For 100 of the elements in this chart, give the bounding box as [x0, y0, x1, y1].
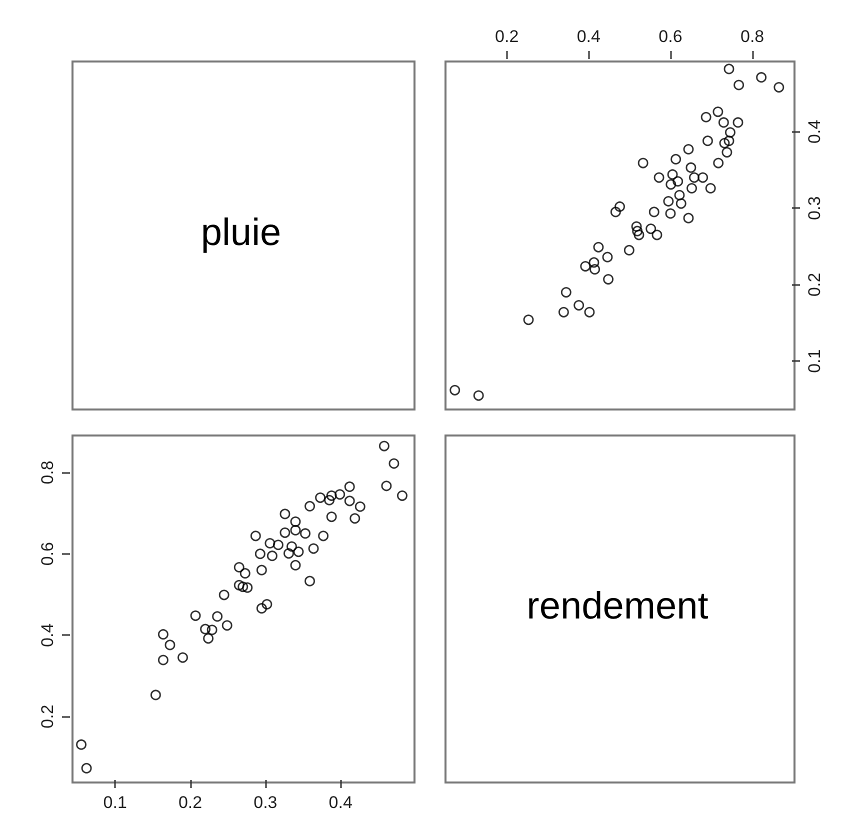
x-tick-label: 0.3 [254, 793, 278, 812]
y-tick-label: 0.2 [805, 272, 824, 296]
point [670, 154, 682, 164]
point [603, 274, 614, 285]
point [344, 496, 355, 506]
point [344, 481, 355, 492]
point [665, 208, 676, 219]
point [164, 640, 176, 650]
point [381, 480, 392, 492]
point [178, 652, 188, 663]
point [724, 127, 736, 138]
x-tick-label: 0.2 [495, 27, 519, 46]
point [158, 629, 168, 640]
point [238, 582, 248, 592]
y-tick-label: 0.1 [805, 349, 824, 373]
point [234, 580, 244, 590]
point [240, 568, 250, 579]
point [719, 138, 730, 148]
point [698, 172, 708, 183]
text: rendement [526, 586, 709, 628]
x-tick-label: 0.4 [576, 27, 600, 46]
point [190, 610, 201, 621]
y-tick-label: 0.2 [38, 704, 57, 728]
point [396, 490, 408, 501]
point [300, 528, 311, 539]
point [648, 206, 660, 218]
point [624, 244, 634, 256]
point [602, 252, 613, 262]
point [702, 136, 713, 146]
point [256, 603, 267, 614]
point [646, 224, 656, 234]
point [683, 212, 694, 224]
point [350, 513, 360, 524]
point [590, 264, 600, 275]
point [218, 590, 230, 600]
point [593, 242, 604, 252]
point [262, 599, 272, 610]
point [200, 624, 211, 634]
point [686, 183, 698, 194]
point [688, 172, 700, 183]
point [203, 633, 214, 644]
y-tick-label: 0.4 [38, 623, 57, 647]
point [672, 176, 684, 187]
point [638, 158, 648, 168]
point [388, 458, 400, 469]
point [326, 512, 337, 522]
point [674, 190, 685, 200]
y-tick-label: 0.8 [38, 460, 57, 484]
point [473, 390, 484, 401]
point [290, 516, 301, 527]
point [326, 490, 337, 501]
point [700, 112, 712, 122]
point [272, 540, 284, 550]
point [286, 541, 297, 552]
point [242, 582, 253, 593]
point [732, 117, 744, 128]
x-tick-label: 0.4 [328, 793, 352, 812]
point [293, 546, 304, 558]
point [756, 72, 767, 83]
y-tick-label: 0.6 [38, 542, 57, 566]
point [266, 550, 278, 562]
point [774, 82, 784, 93]
point [683, 144, 694, 154]
point [450, 384, 460, 396]
point [234, 562, 244, 572]
y-tick-label: 0.4 [805, 120, 824, 144]
point [324, 494, 335, 506]
point [652, 230, 662, 240]
point [81, 762, 92, 774]
point [666, 179, 676, 190]
point [334, 489, 346, 500]
point [256, 564, 267, 576]
y-tick-label: 0.3 [805, 196, 824, 220]
point [724, 64, 734, 74]
point [734, 80, 744, 90]
point [722, 147, 732, 158]
text: pluie [200, 212, 282, 254]
point [610, 206, 621, 218]
point [718, 117, 729, 128]
point [378, 440, 390, 452]
point [206, 624, 218, 636]
point [290, 560, 301, 570]
point [614, 201, 625, 212]
point [686, 162, 696, 173]
point [667, 169, 678, 180]
point [560, 287, 572, 298]
point [558, 306, 569, 318]
point [280, 508, 290, 520]
x-tick-label: 0.6 [658, 27, 682, 46]
point [354, 501, 366, 512]
x-tick-label: 0.1 [103, 793, 127, 812]
point [584, 306, 595, 318]
point [654, 172, 664, 183]
point [634, 230, 644, 240]
point [158, 654, 168, 666]
x-tick-label: 0.8 [740, 27, 764, 46]
point [308, 543, 319, 554]
point [713, 158, 724, 168]
point [283, 548, 294, 559]
point [663, 196, 674, 207]
